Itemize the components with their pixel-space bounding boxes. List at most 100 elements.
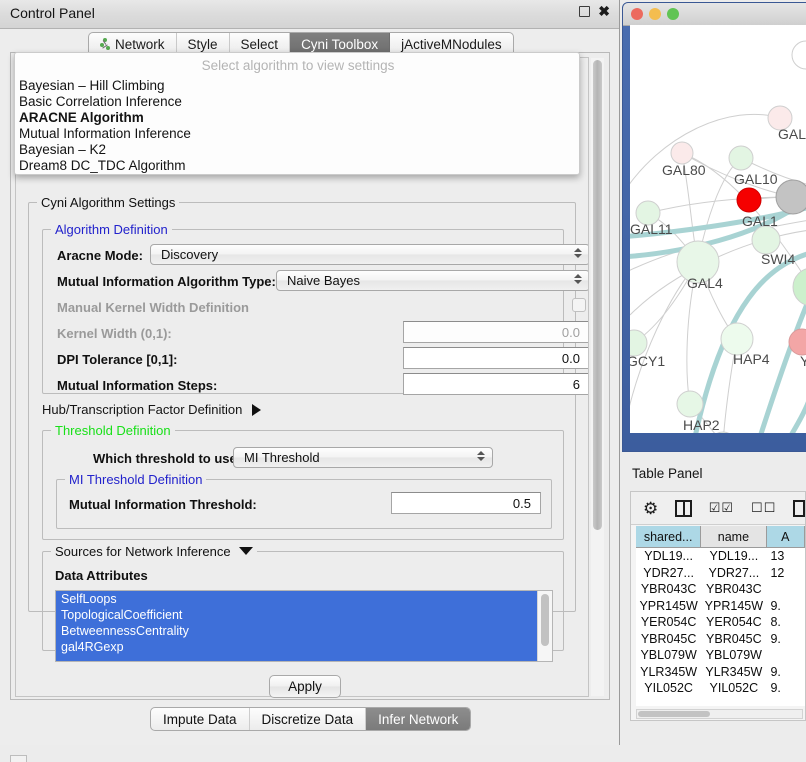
tab-jactivemnodules[interactable]: jActiveMNodules [390, 33, 513, 55]
cell-a: 9. [770, 681, 781, 695]
chevron-updown-icon [477, 451, 485, 461]
algorithm-option[interactable]: Basic Correlation Inference [19, 94, 182, 109]
algorithm-option[interactable]: Mutual Information Inference [19, 126, 191, 141]
algorithm-option[interactable]: Bayesian – Hill Climbing [19, 78, 165, 93]
cell-shared: YDR27... [643, 565, 694, 580]
mutual-information-threshold-label: Mutual Information Threshold: [69, 497, 257, 512]
table-icon[interactable] [793, 499, 805, 517]
kernel-width-label: Kernel Width (0,1): [57, 326, 172, 341]
cell-shared: YDL19... [644, 549, 693, 563]
status-bar-box [10, 755, 27, 762]
tab-infer-network-label: Infer Network [378, 711, 459, 727]
deselect-all-checkbox-icon[interactable]: ☐☐ [751, 500, 777, 515]
table-row[interactable]: YLR345W YLR345W 9. [636, 664, 805, 681]
algorithm-option[interactable]: Bayesian – K2 [19, 142, 107, 157]
cell-a: 9. [770, 598, 781, 613]
list-item[interactable]: SelfLoops [61, 592, 117, 606]
chevron-right-icon[interactable] [252, 404, 262, 416]
algorithm-option-selected[interactable]: ARACNE Algorithm [19, 110, 144, 125]
tab-cyni-toolbox[interactable]: Cyni Toolbox [290, 33, 391, 55]
table-row[interactable]: YPR145W YPR145W 9. [636, 598, 805, 615]
cell-a: 8. [770, 615, 781, 629]
list-item[interactable]: BetweennessCentrality [61, 624, 189, 638]
algorithm-options-list: Bayesian – Hill Climbing Basic Correlati… [15, 78, 581, 174]
tab-discretize-data[interactable]: Discretize Data [250, 708, 367, 730]
algorithm-option[interactable]: Dream8 DC_TDC Algorithm [19, 158, 186, 173]
algorithm-popup-hint: Select algorithm to view settings [201, 58, 395, 73]
cell-a: 13 [770, 549, 785, 563]
cell-shared: YBR043C [640, 582, 697, 596]
sources-for-network-inference-group: Sources for Network Inference Data Attri… [42, 544, 564, 662]
scrollbar-thumb[interactable] [593, 60, 602, 530]
column-header-shared[interactable]: shared... [636, 526, 702, 548]
hub-transcription-factor-row[interactable]: Hub/Transcription Factor Definition [42, 402, 262, 417]
table-row[interactable]: YDR27... YDR27... 12 [636, 565, 805, 582]
cell-a: 12 [770, 565, 785, 580]
mutual-information-threshold-input[interactable]: 0.5 [391, 492, 541, 514]
cyni-panel-vscrollbar[interactable] [591, 58, 604, 696]
node-label: HAP2 [683, 417, 720, 433]
mi-algorithm-type-value: Naive Bayes [287, 273, 360, 288]
window-title: Control Panel [10, 5, 95, 21]
mi-steps-input[interactable]: 6 [403, 373, 588, 395]
table-row[interactable]: YDL19... YDL19... 13 [636, 548, 805, 565]
list-item[interactable]: TopologicalCoefficient [61, 608, 183, 622]
table-hscrollbar[interactable] [636, 709, 803, 719]
node-label: GAL1 [742, 213, 778, 229]
mi-steps-label: Mutual Information Steps: [57, 378, 218, 393]
table-header-row: shared... name A [636, 526, 805, 548]
column-header-a[interactable]: A [766, 526, 805, 548]
tab-style-label: Style [187, 36, 218, 52]
data-attributes-list[interactable]: SelfLoops TopologicalCoefficient Between… [55, 590, 553, 662]
control-panel-tabbar: Network Style Select Cyni Toolbox jActiv… [0, 28, 620, 55]
sources-legend-wrap[interactable]: Sources for Network Inference [51, 544, 258, 559]
chevron-down-icon[interactable] [239, 547, 254, 555]
tab-style[interactable]: Style [177, 33, 230, 55]
cell-shared: YIL052C [644, 681, 693, 695]
scrollbar-thumb[interactable] [638, 711, 710, 717]
select-all-checkbox-icon[interactable]: ☑☑ [708, 500, 735, 515]
network-canvas[interactable]: GAL GAL80 GAL10 GAL1 GAL11 SWI4 GAL4 GCY… [630, 25, 806, 433]
zoom-window-icon[interactable] [667, 8, 679, 20]
scrollbar-thumb[interactable] [541, 594, 549, 646]
traffic-lights [631, 8, 679, 20]
aracne-mode-combo[interactable]: Discovery [150, 244, 588, 265]
cell-name: YDL19... [709, 549, 759, 563]
attribute-table[interactable]: shared... name A YDL19... YDL19... 13 YD… [636, 526, 805, 706]
tab-select[interactable]: Select [230, 33, 291, 55]
table-row[interactable]: YBL079W YBL079W [636, 647, 805, 664]
tab-network[interactable]: Network [89, 33, 177, 55]
dpi-tolerance-input[interactable]: 0.0 [403, 347, 588, 369]
minimize-window-icon[interactable] [649, 8, 661, 20]
which-threshold-combo[interactable]: MI Threshold [233, 447, 493, 468]
manual-kernel-width-checkbox[interactable] [572, 298, 586, 312]
mi-threshold-definition-legend: MI Threshold Definition [65, 472, 207, 487]
algorithm-dropdown-popup[interactable]: Select algorithm to view settings Bayesi… [14, 52, 580, 175]
tab-infer-network[interactable]: Infer Network [366, 708, 471, 730]
kernel-width-input[interactable]: 0.0 [403, 321, 588, 343]
window-buttons: ✖ [579, 3, 610, 19]
table-panel-title: Table Panel [632, 466, 703, 481]
table-row[interactable]: YBR043C YBR043C [636, 581, 805, 598]
column-header-name[interactable]: name [701, 526, 767, 548]
list-item[interactable]: gal4RGexp [61, 640, 124, 654]
columns-icon[interactable] [675, 499, 692, 517]
restore-icon[interactable] [579, 6, 591, 17]
network-view-window: GAL GAL80 GAL10 GAL1 GAL11 SWI4 GAL4 GCY… [622, 2, 806, 452]
close-icon[interactable]: ✖ [598, 3, 610, 19]
mi-algorithm-type-label: Mutual Information Algorithm Type: [57, 274, 276, 289]
table-row[interactable]: YIL052C YIL052C 9. [636, 680, 805, 697]
mi-algorithm-type-combo[interactable]: Naive Bayes [276, 270, 588, 291]
algorithm-definition-group: Algorithm Definition Aracne Mode: Discov… [42, 222, 588, 395]
table-panel-toolbar: ⚙ ☑☑ ☐☐ [631, 492, 805, 525]
apply-button[interactable]: Apply [269, 675, 341, 698]
table-row[interactable]: YBR045C YBR045C 9. [636, 631, 805, 648]
data-attributes-vscrollbar[interactable] [537, 591, 552, 661]
cell-name: YLR345W [705, 664, 763, 679]
gear-icon[interactable]: ⚙ [643, 498, 659, 518]
tab-network-label: Network [115, 36, 165, 52]
close-window-icon[interactable] [631, 8, 643, 20]
table-row[interactable]: YER054C YER054C 8. [636, 614, 805, 631]
tab-impute-data[interactable]: Impute Data [151, 708, 250, 730]
